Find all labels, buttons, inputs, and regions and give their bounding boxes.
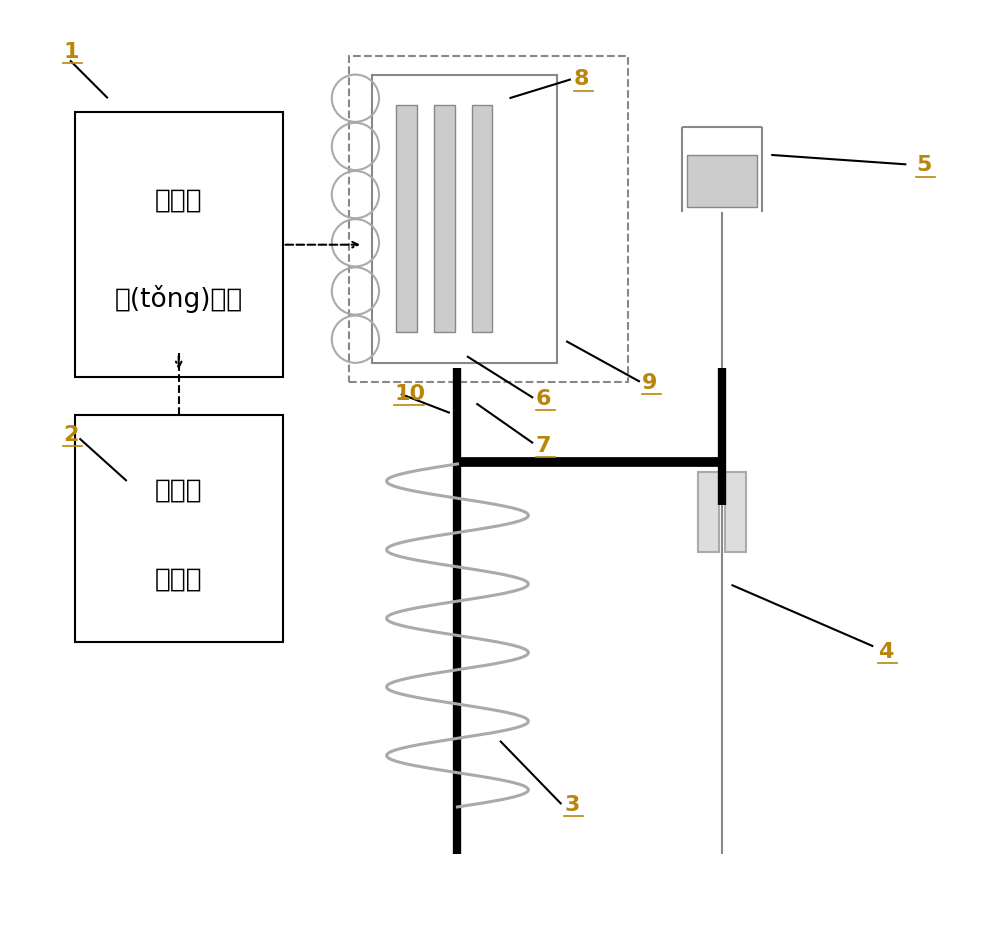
Bar [472,107,492,333]
Text: 9: 9 [642,372,657,393]
Bar [372,76,557,363]
Text: 10: 10 [394,383,425,404]
Text: 5: 5 [916,155,931,176]
Text: 3: 3 [564,794,580,815]
Bar [396,107,417,333]
Text: 6: 6 [536,388,551,409]
Text: 路面探: 路面探 [155,477,203,503]
Text: 2: 2 [63,424,79,445]
Text: 8: 8 [574,69,589,90]
Bar [687,156,757,208]
Text: 1: 1 [63,42,79,62]
Bar [434,107,455,333]
Bar [75,415,283,642]
Bar [698,472,719,552]
Text: 4: 4 [878,641,893,662]
Text: 測模塊: 測模塊 [155,565,203,592]
Text: 控制系: 控制系 [155,188,203,213]
Text: 統(tǒng)模塊: 統(tǒng)模塊 [115,284,243,312]
Bar [725,472,746,552]
Bar [349,57,628,382]
Text: 7: 7 [536,435,551,456]
Bar [75,113,283,378]
